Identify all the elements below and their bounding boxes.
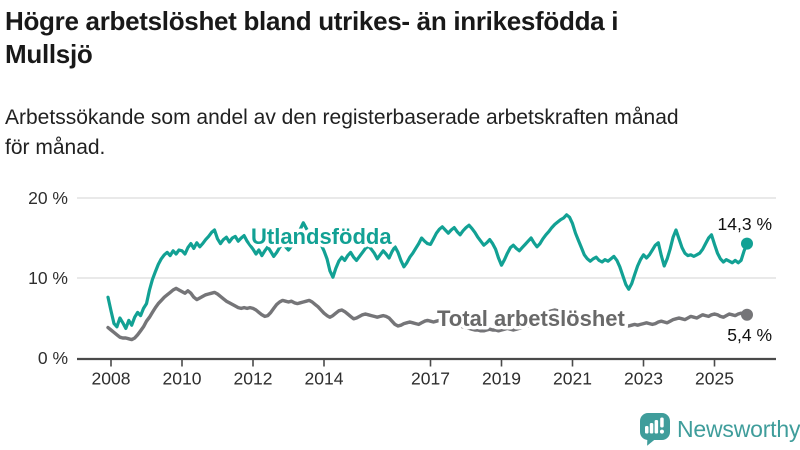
endpoint-dot-total <box>741 308 753 321</box>
x-axis-ticks: 2008 2010 2012 2014 2017 2019 2021 2023 2025 <box>92 359 734 389</box>
end-value-label-utlandsfodda: 14,3 % <box>718 214 772 234</box>
y-axis-label-0: 0 % <box>38 348 68 368</box>
chart-subtitle-line1: Arbetssökande som andel av den registerb… <box>5 106 679 129</box>
bar-chart-speech-bubble-icon <box>640 413 670 446</box>
x-tick-label-2012: 2012 <box>234 369 273 389</box>
line-total-arbetsloshet <box>106 286 749 342</box>
x-tick-label-2019: 2019 <box>482 369 521 389</box>
series-label-utlandsfodda: Utlandsfödda <box>251 224 392 249</box>
x-tick-label-2023: 2023 <box>624 369 663 389</box>
x-tick-label-2021: 2021 <box>553 369 592 389</box>
series-label-total: Total arbetslöshet <box>437 306 626 331</box>
endpoint-dot-utlandsfodda <box>741 237 753 250</box>
newsworthy-brand-text: Newsworthy <box>677 416 800 442</box>
y-axis-label-20: 20 % <box>28 188 68 208</box>
x-tick-label-2008: 2008 <box>92 369 131 389</box>
y-axis-label-10: 10 % <box>28 268 68 288</box>
x-tick-label-2010: 2010 <box>163 369 202 389</box>
newsworthy-logo-link[interactable]: Newsworthy <box>640 413 800 446</box>
chart-title-line1: Högre arbetslöshet bland utrikes- än inr… <box>5 6 619 36</box>
line-utlandsfodda <box>106 213 749 330</box>
gridlines <box>77 197 776 279</box>
x-tick-label-2025: 2025 <box>695 369 734 389</box>
x-tick-label-2014: 2014 <box>305 369 344 389</box>
chart-subtitle: Arbetssökande som andel av den registerb… <box>5 103 797 163</box>
x-tick-label-2017: 2017 <box>411 369 450 389</box>
chart-title-line2: Mullsjö <box>5 39 93 69</box>
chart-subtitle-line2: för månad. <box>5 136 106 159</box>
chart-title: Högre arbetslöshet bland utrikes- än inr… <box>5 5 797 71</box>
end-value-label-total: 5,4 % <box>727 325 772 345</box>
